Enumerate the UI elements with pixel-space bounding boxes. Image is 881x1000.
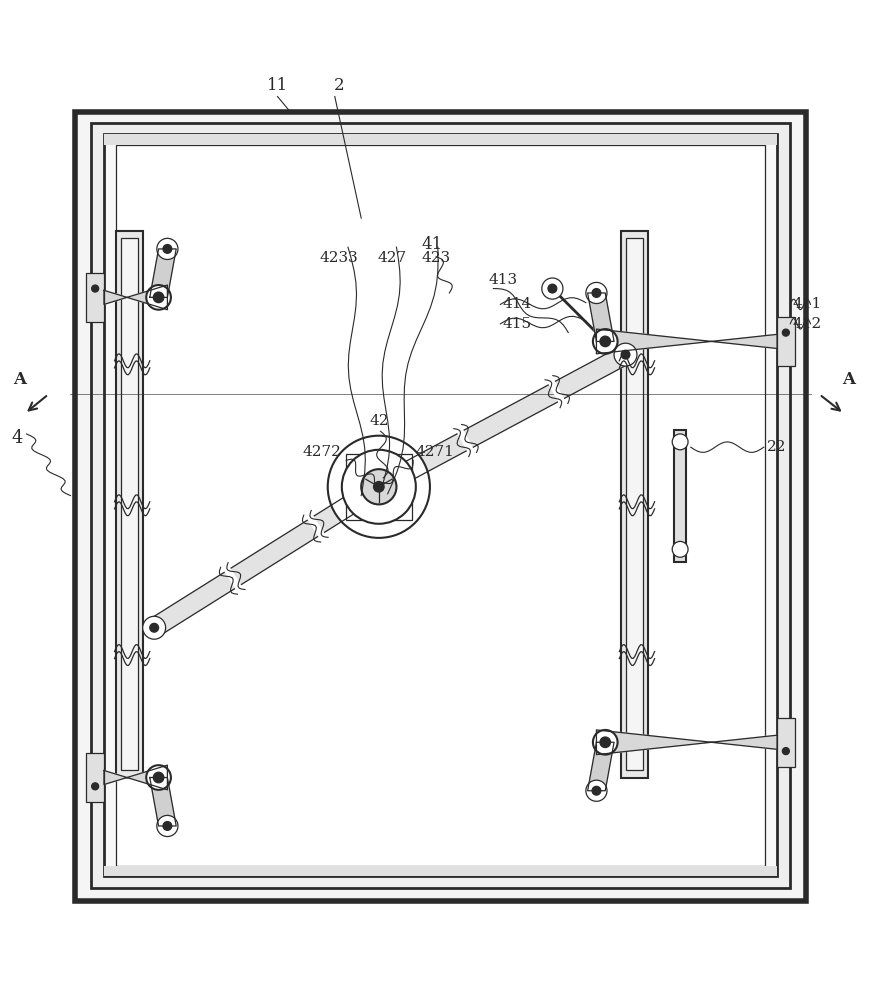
Polygon shape	[588, 293, 614, 341]
Circle shape	[672, 541, 688, 557]
Bar	[777, 718, 795, 767]
Circle shape	[342, 450, 416, 524]
Circle shape	[361, 469, 396, 504]
Text: 4272: 4272	[303, 445, 342, 459]
Bar	[91, 123, 790, 888]
Text: 4233: 4233	[320, 251, 359, 265]
Circle shape	[586, 780, 607, 801]
Circle shape	[157, 815, 178, 837]
Circle shape	[586, 282, 607, 304]
Circle shape	[153, 772, 164, 783]
Bar	[621, 231, 648, 778]
Text: 4271: 4271	[416, 445, 455, 459]
Text: 412: 412	[793, 317, 822, 331]
Circle shape	[592, 289, 601, 297]
Text: 414: 414	[502, 297, 531, 311]
Circle shape	[542, 278, 563, 299]
Text: A: A	[13, 371, 26, 388]
Text: 2: 2	[334, 77, 344, 94]
Text: 415: 415	[502, 317, 531, 331]
Bar	[116, 231, 143, 778]
Bar	[75, 112, 806, 901]
Bar	[121, 238, 138, 770]
Circle shape	[150, 623, 159, 632]
Text: 4: 4	[12, 429, 23, 447]
Circle shape	[548, 284, 557, 293]
Text: 423: 423	[421, 251, 451, 265]
Circle shape	[592, 786, 601, 795]
Circle shape	[600, 336, 611, 347]
Circle shape	[92, 285, 99, 292]
Polygon shape	[588, 742, 614, 791]
Bar	[104, 134, 777, 145]
Circle shape	[593, 730, 618, 755]
Polygon shape	[596, 329, 777, 354]
Circle shape	[782, 748, 789, 755]
Circle shape	[146, 285, 171, 310]
Circle shape	[600, 737, 611, 748]
Bar	[86, 273, 104, 322]
Bar	[345, 454, 411, 520]
Circle shape	[92, 783, 99, 790]
Circle shape	[153, 292, 164, 303]
Bar	[116, 145, 765, 866]
Polygon shape	[374, 346, 630, 495]
Circle shape	[614, 343, 637, 366]
Circle shape	[143, 616, 166, 639]
Circle shape	[374, 481, 384, 492]
Polygon shape	[104, 765, 167, 790]
Bar	[674, 430, 686, 562]
Polygon shape	[150, 249, 176, 297]
Polygon shape	[104, 285, 167, 310]
Text: 411: 411	[793, 297, 822, 311]
Polygon shape	[596, 730, 777, 755]
Polygon shape	[150, 778, 176, 826]
Circle shape	[593, 329, 618, 354]
Bar	[626, 238, 643, 770]
Bar	[86, 753, 104, 802]
Text: 41: 41	[421, 236, 442, 253]
Bar	[104, 134, 777, 876]
Text: 413: 413	[489, 273, 518, 287]
Text: 22: 22	[766, 440, 786, 454]
Text: 427: 427	[377, 251, 407, 265]
Bar	[104, 866, 777, 876]
Text: A: A	[842, 371, 855, 388]
Circle shape	[621, 350, 630, 359]
Text: 11: 11	[267, 77, 288, 94]
Circle shape	[782, 329, 789, 336]
Circle shape	[163, 245, 172, 253]
Circle shape	[163, 822, 172, 830]
Circle shape	[157, 238, 178, 259]
Polygon shape	[149, 479, 384, 636]
Circle shape	[146, 765, 171, 790]
Circle shape	[672, 434, 688, 450]
Text: 42: 42	[369, 414, 389, 428]
Circle shape	[328, 436, 430, 538]
Bar	[777, 317, 795, 366]
